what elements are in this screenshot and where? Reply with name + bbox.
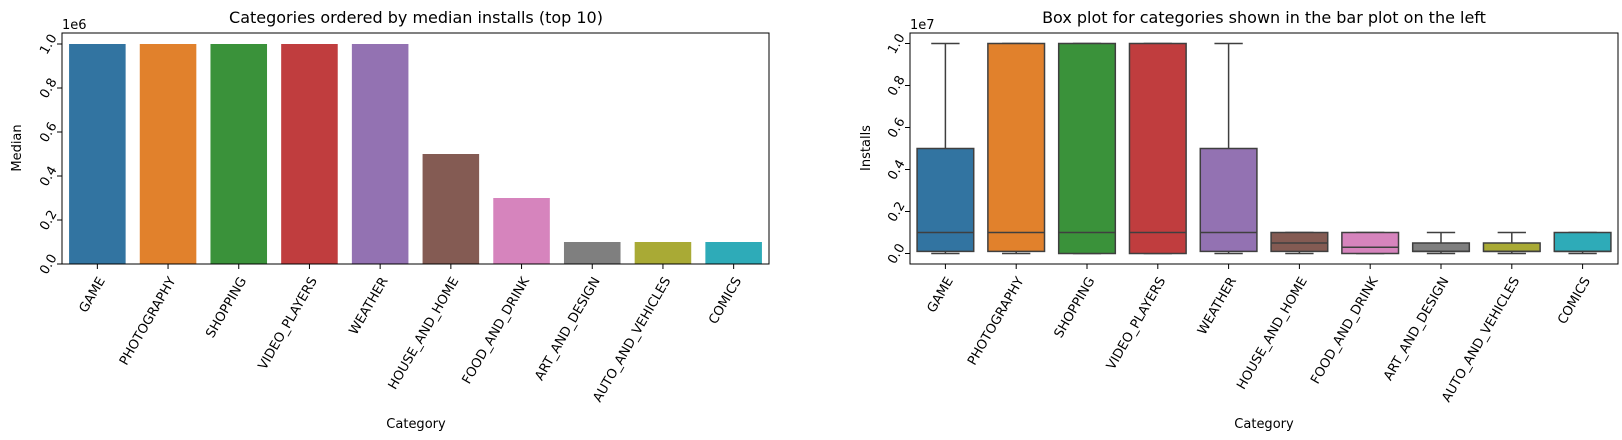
x-tick-label-weather: WEATHER bbox=[347, 275, 392, 338]
y-tick-label: 0.2 bbox=[885, 199, 908, 224]
x-tick-label-auto-and-vehicles: AUTO_AND_VEHICLES bbox=[1439, 275, 1523, 405]
y-tick-label: 0.6 bbox=[37, 120, 60, 145]
y-tick-label: 0.8 bbox=[37, 76, 60, 101]
box-art-and-design bbox=[1411, 231, 1471, 255]
bar-chart-y-axis-label: Median bbox=[10, 124, 25, 171]
y-tick-label: 0.4 bbox=[885, 157, 908, 182]
bar-chart-axes-frame bbox=[61, 32, 770, 265]
box-weather bbox=[1199, 42, 1258, 255]
bar-house-and-home bbox=[422, 154, 480, 264]
y-tick-label: 0.6 bbox=[885, 115, 908, 140]
x-tick-label-weather: WEATHER bbox=[1195, 275, 1240, 338]
y-tick-label: 1.0 bbox=[37, 32, 60, 57]
box-iqr bbox=[1270, 231, 1329, 253]
box-plot-x-axis-label: Category bbox=[1234, 417, 1294, 432]
x-tick-label-art-and-design: ART_AND_DESIGN bbox=[1381, 275, 1452, 384]
box-iqr bbox=[1057, 42, 1117, 255]
x-tick-label-food-and-drink: FOOD_AND_DRINK bbox=[1308, 274, 1382, 386]
x-tick-label-game: GAME bbox=[77, 275, 109, 316]
bar-chart-y-ticks: 0.0 0.2 0.4 0.6 0.8 1.0 bbox=[37, 32, 62, 277]
x-tick-label-shopping: SHOPPING bbox=[203, 275, 250, 341]
bar-food-and-drink bbox=[493, 198, 550, 264]
bar-chart-bars bbox=[69, 44, 762, 264]
box-iqr bbox=[916, 147, 975, 253]
bar-chart-panel: Categories ordered by median installs (t… bbox=[10, 8, 770, 432]
x-tick-label-game: GAME bbox=[925, 275, 957, 316]
bar-weather bbox=[351, 44, 409, 264]
box-food-and-drink bbox=[1341, 231, 1400, 255]
box-plot-y-ticks: 0.0 0.2 0.4 0.6 0.8 1.0 bbox=[885, 31, 910, 267]
box-shopping bbox=[1057, 42, 1117, 255]
bar-art-and-design bbox=[563, 242, 621, 264]
bar-chart-y-offset: 1e6 bbox=[62, 18, 87, 33]
x-tick-label-house-and-home: HOUSE_AND_HOME bbox=[386, 275, 463, 393]
y-tick-label: 0.4 bbox=[37, 164, 60, 189]
box-iqr bbox=[1482, 242, 1541, 253]
box-video-players bbox=[1128, 42, 1187, 255]
box-game bbox=[916, 42, 975, 255]
y-tick-label: 0.0 bbox=[37, 252, 60, 277]
box-photography bbox=[987, 42, 1046, 255]
y-tick-label: 0.0 bbox=[885, 241, 908, 266]
box-auto-and-vehicles bbox=[1482, 231, 1541, 255]
x-tick-label-auto-and-vehicles: AUTO_AND_VEHICLES bbox=[591, 275, 675, 405]
box-iqr bbox=[1199, 147, 1258, 253]
box-plot-x-ticks: GAME PHOTOGRAPHY SHOPPING VIDEO_PLAYERS WEAT… bbox=[925, 264, 1594, 405]
x-tick-label-photography: PHOTOGRAPHY bbox=[117, 275, 180, 368]
box-plot-y-offset: 1e7 bbox=[910, 18, 935, 33]
box-plot-boxes bbox=[916, 42, 1612, 255]
x-tick-label-art-and-design: ART_AND_DESIGN bbox=[532, 275, 603, 384]
bar-video-players bbox=[281, 44, 338, 264]
x-tick-label-photography: PHOTOGRAPHY bbox=[965, 275, 1028, 368]
x-tick-label-video-players: VIDEO_PLAYERS bbox=[1104, 275, 1169, 373]
bar-photography bbox=[139, 44, 197, 264]
x-tick-label-shopping: SHOPPING bbox=[1052, 275, 1099, 341]
x-tick-label-comics: COMICS bbox=[706, 275, 745, 327]
box-plot-y-axis-label: Installs bbox=[859, 125, 874, 171]
box-comics bbox=[1553, 231, 1612, 255]
box-iqr bbox=[1128, 42, 1187, 255]
y-tick-label: 1.0 bbox=[885, 31, 908, 56]
box-iqr bbox=[1411, 242, 1471, 253]
x-tick-label-house-and-home: HOUSE_AND_HOME bbox=[1234, 275, 1311, 393]
x-tick-label-video-players: VIDEO_PLAYERS bbox=[256, 275, 321, 373]
x-tick-label-comics: COMICS bbox=[1555, 275, 1594, 327]
bar-shopping bbox=[210, 44, 268, 264]
box-iqr bbox=[1553, 231, 1612, 253]
box-plot-axes-frame bbox=[909, 32, 1619, 265]
y-tick-label: 0.8 bbox=[885, 73, 908, 98]
box-house-and-home bbox=[1270, 231, 1329, 255]
box-plot-panel: Box plot for categories shown in the bar… bbox=[859, 8, 1619, 432]
box-plot-title: Box plot for categories shown in the bar… bbox=[1042, 8, 1486, 27]
bar-game bbox=[69, 44, 126, 264]
bar-auto-and-vehicles bbox=[634, 242, 692, 264]
bar-chart-x-ticks: GAME PHOTOGRAPHY SHOPPING VIDEO_PLAYERS WEAT… bbox=[77, 264, 745, 405]
box-iqr bbox=[987, 42, 1046, 253]
box-iqr bbox=[1341, 231, 1400, 255]
bar-comics bbox=[705, 242, 762, 264]
x-tick-label-food-and-drink: FOOD_AND_DRINK bbox=[460, 274, 534, 386]
y-tick-label: 0.2 bbox=[37, 208, 60, 233]
bar-chart-title: Categories ordered by median installs (t… bbox=[229, 8, 603, 27]
bar-chart-x-axis-label: Category bbox=[386, 417, 446, 432]
